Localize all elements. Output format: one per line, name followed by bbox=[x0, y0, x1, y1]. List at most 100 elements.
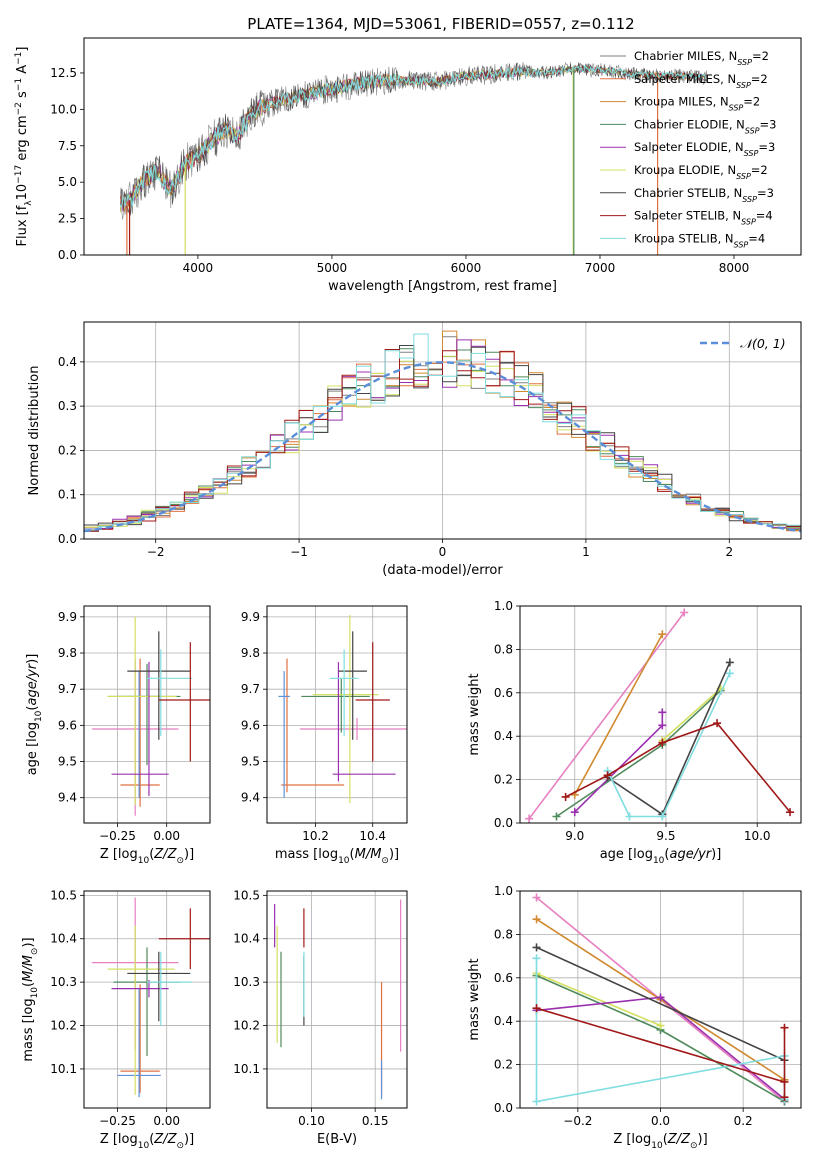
error-bar-point bbox=[312, 615, 379, 804]
x-tick-label: 0.2 bbox=[734, 1114, 753, 1128]
y-tick-label: 10.3 bbox=[50, 975, 77, 989]
x-tick-label: 0 bbox=[439, 545, 447, 559]
y-tick-label: 0.3 bbox=[58, 399, 77, 413]
y-tick-label: 0.0 bbox=[58, 248, 77, 262]
legend: Chabrier MILES, NSSP=2 Salpeter MILES, NS… bbox=[600, 49, 776, 249]
plot-marks bbox=[91, 616, 210, 816]
error-bar-point bbox=[329, 649, 359, 737]
error-bar-point bbox=[158, 642, 210, 762]
error-bar-point bbox=[117, 988, 161, 1098]
axes-frame bbox=[83, 890, 211, 1109]
weight-marker bbox=[525, 814, 534, 823]
weight-line bbox=[528, 612, 685, 820]
error-bar-point bbox=[281, 658, 345, 793]
legend-label: Kroupa ELODIE, NSSP=2 bbox=[634, 163, 768, 181]
error-bar-point bbox=[107, 925, 175, 1095]
y-tick-label: 0.8 bbox=[494, 642, 513, 656]
panel-residual-histogram: −2 −1 0 1 2 0.0 0.1 0.2 0.3 0.4 (data-model)/error… bbox=[27, 321, 802, 578]
y-tick-label: 9.5 bbox=[58, 755, 77, 769]
weight-marker bbox=[658, 708, 667, 717]
y-tick-label: 1.0 bbox=[494, 884, 513, 898]
weight-marker bbox=[656, 993, 665, 1002]
axes-frame bbox=[266, 605, 408, 824]
legend-label: Chabrier STELIB, NSSP=3 bbox=[634, 186, 774, 204]
y-axis-label: mass [log10(M/M⊙)] bbox=[21, 937, 40, 1061]
legend-label: Chabrier ELODIE, NSSP=3 bbox=[634, 117, 776, 135]
error-bar-point bbox=[299, 718, 407, 740]
weight-marker bbox=[658, 721, 667, 730]
weight-line bbox=[606, 672, 731, 818]
y-tick-label: 10.2 bbox=[50, 1019, 77, 1033]
panel-spectrum: 4000 5000 6000 7000 8000 0.0 2.5 5.0 7.5 10.0 12.5… bbox=[14, 37, 802, 294]
y-tick-label: 0.0 bbox=[494, 816, 513, 830]
weight-line bbox=[536, 946, 785, 1062]
x-tick-label: 4000 bbox=[183, 261, 214, 275]
weight-marker bbox=[532, 943, 541, 952]
x-axis-label: age [log10(age/yr)] bbox=[600, 847, 722, 866]
plot-marks bbox=[84, 330, 801, 533]
weight-line bbox=[573, 633, 664, 796]
error-bar-point bbox=[111, 662, 169, 796]
x-tick-label: 0.0 bbox=[651, 1114, 670, 1128]
weight-marker bbox=[532, 915, 541, 924]
weight-marker bbox=[713, 719, 722, 728]
plot-area bbox=[267, 606, 407, 823]
weight-marker bbox=[570, 808, 579, 817]
x-tick-label: 0.10 bbox=[298, 1114, 325, 1128]
weight-line bbox=[661, 687, 722, 742]
error-bar-point bbox=[107, 616, 177, 805]
y-tick-label: 10.3 bbox=[233, 975, 260, 989]
axes-frame bbox=[83, 605, 211, 824]
spectrum-line bbox=[119, 64, 708, 209]
y-tick-label: 9.8 bbox=[241, 646, 260, 660]
error-bar-point bbox=[147, 649, 193, 737]
panel-Z-vs-mass: −0.25 0.00 10.1 10.2 10.3 10.4 10.5 Z [log10(Z/… bbox=[21, 888, 211, 1151]
y-axis-label: Flux [fλ10−17 erg cm−2 s−1 A−1] bbox=[14, 47, 34, 247]
legend-label: Chabrier MILES, NSSP=2 bbox=[634, 49, 769, 67]
panel-Z-vs-age: −0.25 0.00 9.4 9.5 9.6 9.7 9.8 9.9 Z [log10(Z/Z⊙… bbox=[25, 605, 211, 866]
x-tick-label: 1 bbox=[582, 545, 590, 559]
error-bar-point bbox=[120, 658, 160, 807]
x-tick-label: 9.0 bbox=[565, 829, 584, 843]
error-bar-point bbox=[120, 984, 160, 1093]
x-axis-label: Z [log10(Z/Z⊙)] bbox=[100, 1132, 194, 1151]
y-tick-label: 0.2 bbox=[58, 443, 77, 457]
plot-layer: 4000 5000 6000 7000 80000.02.55.07.510.012.5… bbox=[14, 37, 802, 1151]
y-tick-label: 9.7 bbox=[58, 682, 77, 696]
error-bar-point bbox=[338, 631, 367, 740]
legend-label: Salpeter STELIB, NSSP=4 bbox=[634, 209, 773, 227]
weight-marker bbox=[532, 1004, 541, 1013]
panel-EBV-vs-mass: 0.10 0.15 10.1 10.2 10.3 10.4 10.5 E(B-V) bbox=[233, 888, 408, 1147]
x-tick-label: 0.00 bbox=[153, 1114, 180, 1128]
x-tick-label: 10.0 bbox=[744, 829, 771, 843]
x-axis-label: wavelength [Angstrom, rest frame] bbox=[328, 279, 557, 294]
y-axis-label: age [log10(age/yr)] bbox=[25, 654, 44, 776]
error-bar-point bbox=[301, 678, 370, 733]
legend-label: Salpeter ELODIE, NSSP=3 bbox=[634, 140, 775, 158]
weight-marker bbox=[725, 658, 734, 667]
x-tick-label: 2 bbox=[725, 545, 733, 559]
y-tick-label: 9.4 bbox=[241, 791, 260, 805]
error-bar-point bbox=[332, 662, 396, 782]
legend-label: Salpeter MILES, NSSP=2 bbox=[634, 72, 768, 90]
y-tick-label: 10.4 bbox=[233, 932, 260, 946]
y-tick-label: 0.2 bbox=[494, 773, 513, 787]
y-tick-label: 9.7 bbox=[241, 682, 260, 696]
y-tick-label: 9.6 bbox=[58, 718, 77, 732]
y-axis-label: Normed distribution bbox=[27, 366, 42, 496]
panel-mass-vs-age: 10.2 10.4 9.4 9.5 9.6 9.7 9.8 9.9 mass [log10(M/… bbox=[241, 605, 408, 866]
weight-marker bbox=[656, 1021, 665, 1030]
plot-area bbox=[520, 606, 801, 823]
weight-marker bbox=[725, 669, 734, 678]
y-tick-label: 10.5 bbox=[233, 888, 260, 902]
y-tick-label: 0.1 bbox=[58, 488, 77, 502]
y-tick-label: 2.5 bbox=[58, 212, 77, 226]
x-axis-label: mass [log10(M/M⊙)] bbox=[275, 847, 399, 866]
plot-marks bbox=[119, 61, 708, 255]
panel-age-vs-massweight: 9.0 9.5 10.0 0.0 0.2 0.4 0.6 0.8 1.0 age [log10(a… bbox=[467, 599, 802, 866]
spectrum-line bbox=[120, 62, 708, 216]
y-tick-label: 0.4 bbox=[494, 1014, 513, 1028]
x-tick-label: 7000 bbox=[585, 261, 616, 275]
error-bar-point bbox=[355, 642, 390, 762]
